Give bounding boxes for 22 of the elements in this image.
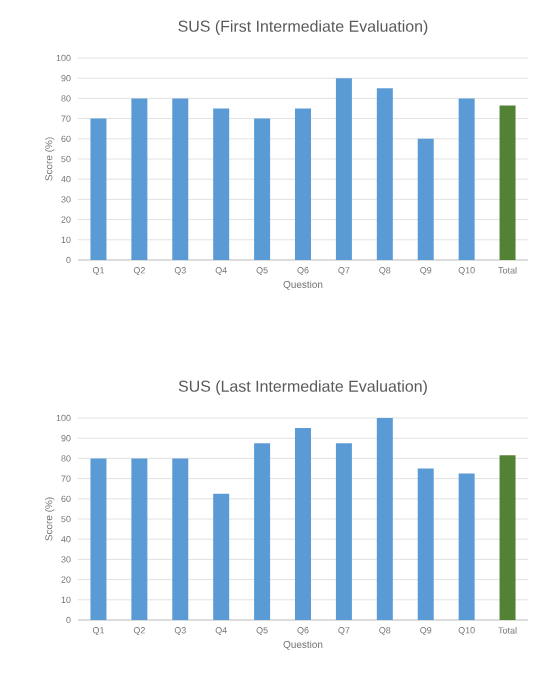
bar: [213, 493, 230, 620]
bar: [295, 108, 311, 260]
bar: [90, 118, 107, 260]
bar: [376, 88, 393, 260]
bar: [90, 458, 107, 620]
bar: [213, 108, 230, 260]
bar: [417, 138, 434, 260]
bar: [499, 455, 516, 620]
bar: [376, 418, 393, 620]
bar: [172, 458, 189, 620]
bar: [458, 473, 475, 620]
bar: [417, 468, 434, 620]
bar: [254, 118, 271, 260]
bar: [335, 443, 352, 620]
bar: [131, 458, 148, 620]
bar: [254, 443, 271, 620]
bar: [131, 98, 148, 260]
bar: [172, 98, 189, 260]
bar: [335, 78, 352, 260]
bar: [295, 428, 311, 620]
bar: [499, 105, 516, 260]
bar: [458, 98, 475, 260]
